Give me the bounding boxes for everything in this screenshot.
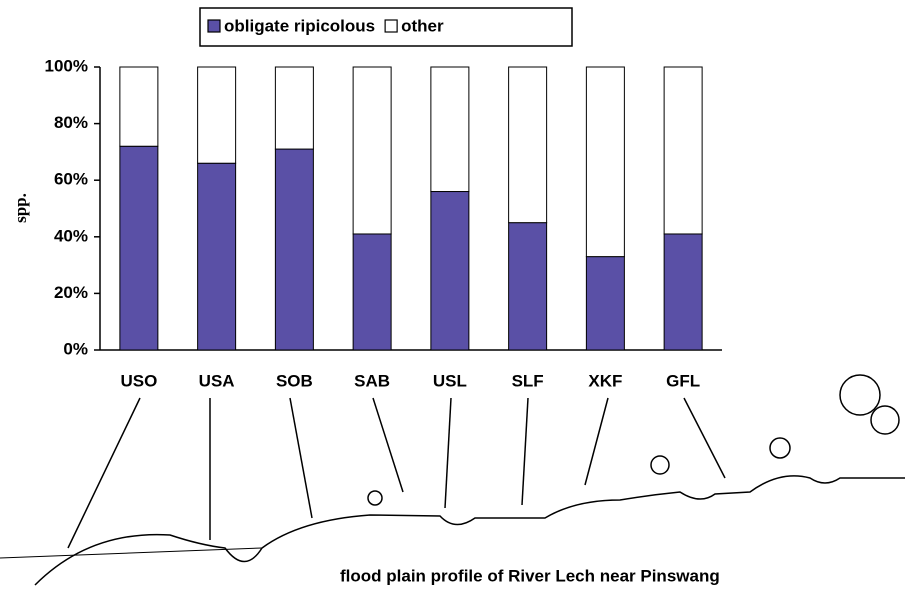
- tree-icon: [839, 374, 881, 416]
- y-tick-label: 60%: [54, 170, 88, 189]
- legend-swatch: [207, 19, 221, 33]
- x-tick-label: GFL: [666, 371, 700, 390]
- leader-line: [372, 397, 404, 493]
- x-tick-label: SLF: [512, 371, 544, 390]
- bar-segment: [585, 256, 625, 351]
- profile-illustration: [0, 374, 905, 586]
- ground-line: [34, 475, 905, 586]
- annotation: flood plain profile of River Lech near P…: [340, 566, 720, 585]
- tree-icon: [650, 455, 670, 475]
- y-axis-label: spp.: [11, 193, 30, 223]
- water-line: [0, 547, 263, 559]
- x-tick-label: USA: [199, 371, 235, 390]
- bar-segment: [430, 66, 470, 193]
- x-tick-label: XKF: [588, 371, 622, 390]
- legend-label: obligate ripicolous: [224, 16, 375, 35]
- leader-line: [683, 397, 726, 479]
- bar-segment: [430, 191, 470, 351]
- bar-segment: [663, 233, 703, 351]
- bar-segment: [508, 222, 548, 351]
- bar-segment: [352, 233, 392, 351]
- bar-segment: [119, 145, 159, 351]
- bar-segment: [508, 66, 548, 224]
- x-tick-label: SAB: [354, 371, 390, 390]
- bar-segment: [663, 66, 703, 235]
- x-tick-label: USO: [120, 371, 157, 390]
- bar-segment: [119, 66, 159, 147]
- bar-segment: [197, 66, 237, 164]
- leader-line: [67, 397, 141, 549]
- y-tick-label: 80%: [54, 113, 88, 132]
- bar-segment: [274, 66, 314, 150]
- bar-segment: [352, 66, 392, 235]
- bar-segment: [197, 162, 237, 351]
- bar-segment: [274, 148, 314, 351]
- y-tick-label: 0%: [63, 339, 88, 358]
- legend-swatch: [384, 19, 398, 33]
- tree-icon: [367, 490, 383, 506]
- y-tick-label: 40%: [54, 226, 88, 245]
- x-tick-label: USL: [433, 371, 467, 390]
- leader-line: [521, 397, 529, 506]
- x-tick-label: SOB: [276, 371, 313, 390]
- tree-icon: [870, 405, 900, 435]
- leader-line: [289, 397, 313, 519]
- leader-line: [444, 397, 452, 509]
- y-tick-label: 20%: [54, 283, 88, 302]
- bar-segment: [585, 66, 625, 258]
- legend-label: other: [401, 16, 444, 35]
- leader-line: [584, 397, 609, 486]
- y-tick-label: 100%: [45, 56, 88, 75]
- tree-icon: [769, 437, 791, 459]
